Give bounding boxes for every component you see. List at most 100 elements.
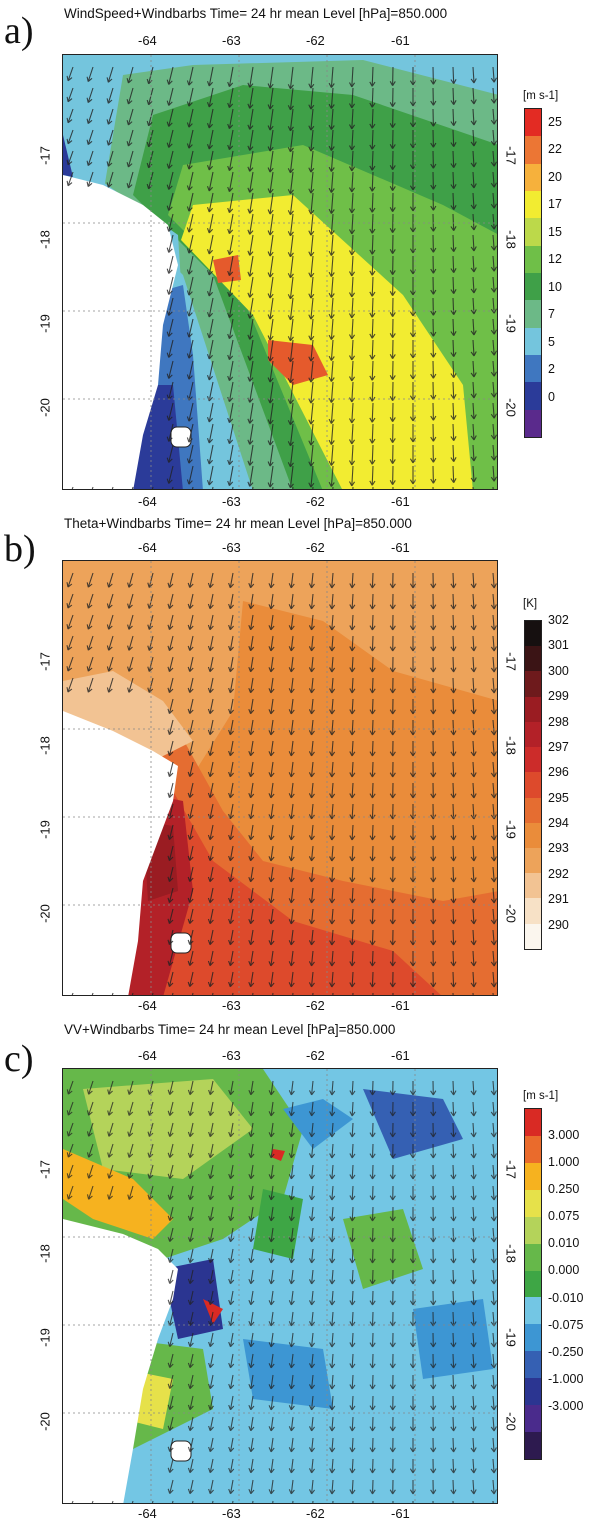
wind-barb [470,887,477,904]
wind-barb [450,381,457,400]
y-tick-right: -18 [503,736,519,755]
wind-barb [86,677,94,693]
wind-barb [328,360,335,382]
colorbar-swatch [525,190,541,219]
wind-barb [206,360,214,381]
wind-barb [287,402,294,426]
wind-barb [490,108,497,125]
wind-barb [389,1122,396,1138]
x-tick-bottom: -64 [138,1506,157,1521]
wind-barb [166,129,174,148]
wind-barb [146,129,154,148]
wind-barb [389,66,396,86]
wind-barb [248,719,255,736]
wind-barb [450,318,457,337]
wind-barb [328,66,335,88]
wind-barb [450,360,457,379]
wind-barb [389,234,396,254]
wind-barb [369,1290,376,1306]
wind-barb [86,1122,94,1137]
wind-barb [228,782,235,799]
wind-barb [349,171,356,193]
wind-barb [349,318,356,340]
wind-barb [186,234,194,254]
wind-barb [329,1122,336,1138]
wind-barb [187,929,194,945]
wind-barb [247,87,254,109]
wind-barb [490,908,497,925]
wind-barb [147,635,154,651]
wind-barb [287,423,294,447]
panel-c: c) VV+Windbarbs Time= 24 hr mean Level [… [0,1016,601,1521]
colorbar-label: 295 [548,790,569,805]
wind-barb [167,866,174,882]
wind-barb [470,1416,477,1432]
wind-barb [288,572,295,589]
wind-barb [166,276,174,295]
colorbar-swatch [525,873,541,899]
wind-barb [167,1332,174,1347]
wind-barb [450,1206,457,1222]
wind-barb [450,423,457,442]
x-tick-bottom: -63 [222,494,241,509]
wind-barb [349,1437,356,1453]
wind-barb [470,656,477,673]
wind-barb [450,635,457,652]
wind-barb [349,276,356,298]
wind-barb [268,908,275,925]
wind-barb [187,1122,194,1138]
wind-barb [308,782,315,799]
wind-barb [490,1479,497,1495]
wind-barb [147,572,154,588]
wind-barb [186,129,194,149]
wind-barb [228,1458,235,1474]
wind-barb [450,656,457,673]
wind-barb [206,66,214,87]
wind-barb [430,866,437,883]
wind-barb [490,276,497,293]
wind-barb [187,1290,194,1306]
y-tick-left: -18 [37,230,53,249]
wind-barb [329,971,336,988]
wind-barb [389,782,396,799]
wind-barb [267,465,274,488]
wind-barb [228,593,235,610]
wind-barb [288,1269,295,1285]
colorbar-label: 291 [548,892,569,907]
wind-barb [329,1248,336,1264]
wind-barb [288,1311,295,1327]
wind-barb [248,803,255,820]
wind-barb [450,1080,457,1096]
wind-barb [187,1227,194,1243]
wind-barb [208,1227,215,1243]
wind-barb [450,1479,457,1495]
wind-barb [288,1416,295,1432]
wind-barb [247,465,254,487]
wind-barb [167,1248,174,1263]
wind-barb [186,192,194,212]
wind-barb [450,87,457,106]
wind-barb [228,1206,235,1222]
wind-barb [66,572,74,588]
wind-barb [227,465,234,487]
wind-barb [490,971,497,988]
wind-barb [329,572,336,589]
colorbar-label: 0.075 [548,1209,580,1224]
colorbar-swatch [525,671,541,697]
wind-barb [248,1416,255,1432]
wind-barb [187,1437,194,1453]
wind-barb [308,444,315,467]
wind-barb [147,656,154,672]
wind-barb [389,444,396,464]
wind-barb [66,171,74,187]
wind-barb [349,1206,356,1222]
wind-barb [430,740,437,757]
wind-barb [248,1353,255,1369]
wind-barb [349,719,356,736]
wind-barb [309,1395,316,1411]
wind-barb [309,1332,316,1348]
colorbar-label: 17 [548,197,562,212]
x-tick-top: -64 [138,540,157,555]
colorbar-swatch [525,797,541,823]
wind-barb [369,887,376,904]
